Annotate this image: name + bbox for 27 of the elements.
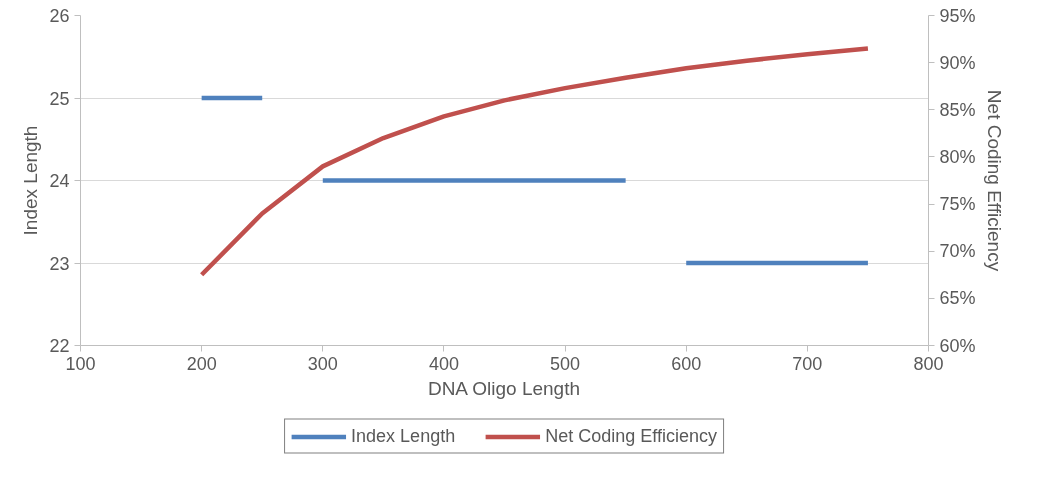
y-tick-label: 22	[49, 336, 70, 356]
y2-tick-label: 95%	[939, 5, 976, 26]
y2-tick-label: 85%	[939, 99, 976, 120]
legend-label: Index Length	[351, 425, 456, 447]
x-tick-label: 600	[671, 353, 702, 374]
y2-tick-label: 75%	[939, 194, 976, 215]
x-tick-label: 800	[913, 353, 944, 374]
y2-tick-label: 70%	[939, 241, 976, 262]
y-tick-label: 23	[49, 253, 70, 274]
line-series	[199, 46, 871, 278]
legend-label: Net Coding Efficiency	[545, 425, 717, 447]
x-axis-title: DNA Oligo Length	[427, 377, 581, 399]
y-tick-label: 25	[49, 88, 70, 109]
x-tick-label: 400	[428, 353, 459, 374]
y2-tick-label: 65%	[939, 288, 976, 309]
y2-tick-label: 90%	[939, 52, 976, 73]
y2-axis-title: Net Coding Efficiency	[983, 89, 1005, 272]
y2-tick-label: 80%	[939, 146, 976, 167]
x-tick-label: 700	[792, 353, 823, 374]
y2-tick-label: 60%	[939, 335, 976, 356]
x-tick-label: 500	[550, 353, 581, 374]
y-tick-label: 26	[49, 6, 70, 26]
x-tick-label: 100	[65, 353, 96, 374]
x-tick-label: 300	[307, 353, 338, 374]
x-tick-label: 200	[186, 353, 217, 374]
y-tick-label: 24	[49, 171, 70, 191]
y-axis-title: Index Length	[20, 125, 42, 236]
